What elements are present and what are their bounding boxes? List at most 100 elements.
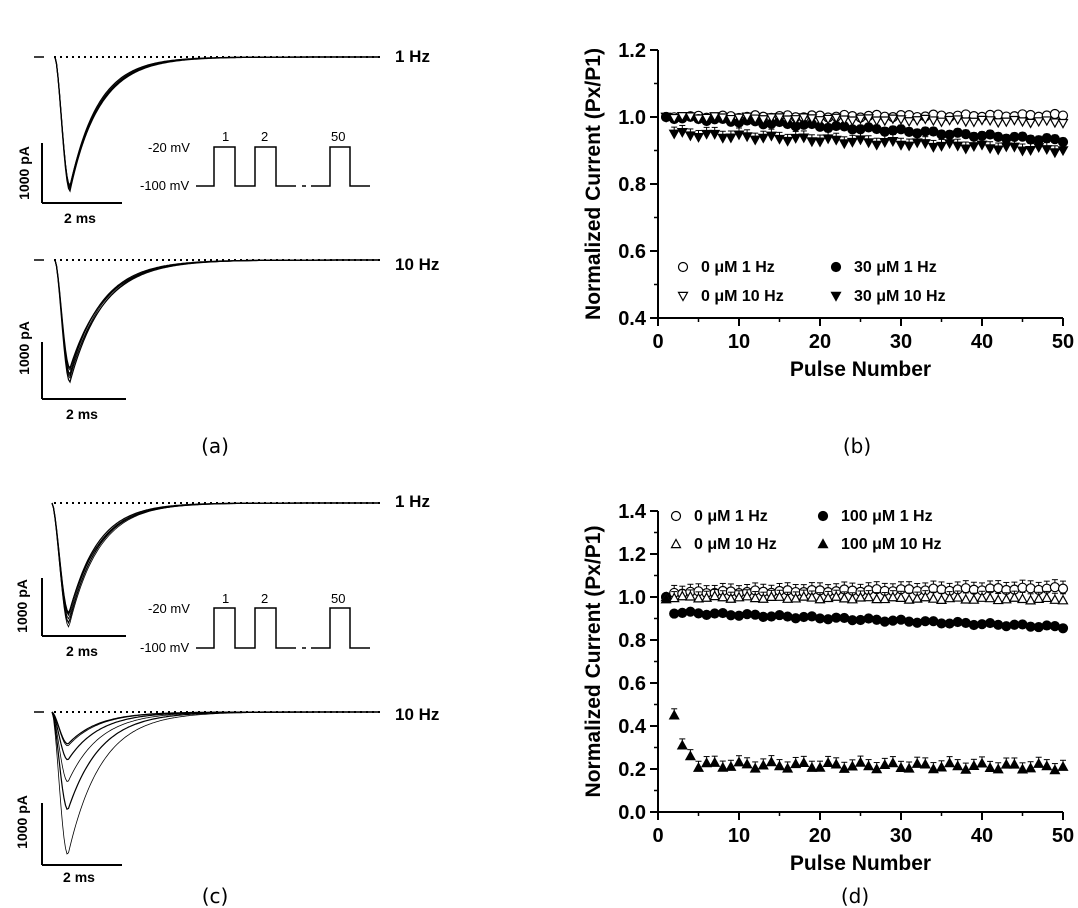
data-point: [693, 608, 704, 619]
data-point: [790, 115, 802, 126]
data-point: [879, 138, 891, 148]
data-point: [773, 113, 786, 124]
data-point: [1016, 593, 1029, 604]
data-point: [895, 115, 907, 126]
scale-y-label: 1000 pA: [16, 321, 32, 375]
data-point: [749, 592, 761, 603]
data-point: [782, 762, 794, 773]
data-point: [1057, 594, 1069, 605]
data-point: [814, 137, 826, 148]
data-point: [1049, 764, 1061, 775]
data-point: [741, 590, 753, 601]
data-point: [992, 763, 1004, 774]
data-point: [1025, 146, 1037, 156]
data-point: [936, 584, 947, 595]
series-2: [660, 112, 1069, 129]
legend-label: 0 μM 1 Hz: [701, 259, 775, 276]
data-point: [838, 592, 850, 603]
data-point: [912, 617, 923, 628]
data-point: [765, 131, 777, 142]
data-point: [670, 538, 682, 549]
y-tick-label: 1.0: [618, 107, 646, 129]
data-point: [854, 756, 867, 767]
data-point: [817, 538, 829, 549]
data-point: [733, 610, 745, 621]
data-point: [846, 137, 858, 148]
data-point: [814, 761, 826, 772]
data-point: [944, 592, 956, 603]
data-point: [806, 114, 818, 125]
data-point: [822, 592, 834, 603]
data-point: [871, 116, 883, 127]
y-tick-label: 0.4: [618, 716, 647, 738]
data-point: [717, 133, 729, 144]
data-point: [765, 756, 777, 767]
protocol-pulse-2: 2: [261, 129, 268, 144]
scale-y-label: 1000 pA: [14, 795, 30, 849]
data-point: [725, 133, 737, 144]
data-point: [668, 709, 680, 720]
data-point: [822, 757, 834, 768]
data-point: [733, 130, 745, 141]
data-point: [1008, 758, 1020, 769]
data-point: [717, 113, 729, 124]
panel-label-b: (b): [843, 434, 871, 458]
data-point: [798, 113, 810, 124]
data-point: [879, 593, 891, 604]
data-point: [782, 115, 794, 126]
current-trace: [54, 259, 379, 376]
data-point: [830, 113, 842, 124]
data-point: [692, 114, 705, 125]
data-point: [879, 116, 891, 127]
data-point: [676, 590, 688, 601]
current-trace: [51, 502, 379, 625]
data-point: [1033, 143, 1045, 154]
data-point: [830, 135, 842, 146]
data-point: [765, 113, 777, 124]
data-point: [1041, 760, 1053, 771]
protocol-vhigh: -20 mV: [148, 601, 190, 616]
data-point: [685, 606, 696, 617]
x-tick-label: 20: [809, 825, 831, 847]
current-trace: [54, 259, 379, 384]
data-point: [806, 137, 818, 148]
data-point: [854, 114, 867, 125]
data-point: [960, 583, 971, 594]
data-point: [1033, 117, 1045, 128]
data-point: [895, 140, 907, 151]
x-tick-label: 50: [1052, 825, 1074, 847]
protocol-pulse-1: 1: [222, 129, 229, 144]
data-point: [749, 114, 761, 125]
current-trace: [51, 711, 379, 761]
data-point: [798, 590, 810, 601]
x-axis-label: Pulse Number: [790, 852, 931, 875]
data-point: [668, 592, 680, 603]
data-point: [960, 144, 972, 155]
panel-label-d: (d): [841, 884, 869, 908]
freq-label: 1 Hz: [395, 47, 430, 66]
data-point: [919, 758, 931, 769]
scale-x-label: 2 ms: [66, 406, 98, 422]
data-point: [1057, 761, 1069, 771]
data-point: [668, 129, 680, 140]
data-point: [701, 113, 713, 124]
data-point: [895, 592, 907, 602]
data-point: [935, 761, 948, 772]
data-point: [725, 114, 737, 125]
data-point: [1016, 146, 1029, 157]
data-point: [911, 592, 923, 603]
panel-label-a: (a): [201, 434, 229, 458]
data-point: [887, 114, 899, 125]
data-point: [993, 583, 1004, 594]
scale-y-label: 1000 pA: [16, 146, 32, 200]
data-point: [1049, 582, 1061, 593]
y-tick-label: 0.8: [618, 630, 646, 652]
data-point: [1049, 118, 1061, 129]
scale-x-label: 2 ms: [64, 210, 96, 226]
protocol-waveform: [196, 146, 296, 187]
data-point: [879, 759, 891, 770]
protocol-pulse-50: 50: [331, 129, 345, 144]
data-point: [863, 114, 875, 125]
data-point: [992, 145, 1004, 156]
data-point: [895, 762, 907, 772]
